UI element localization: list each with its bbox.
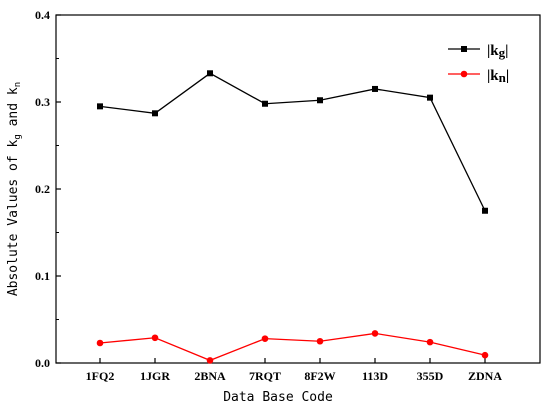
x-tick-label: ZDNA <box>468 369 502 383</box>
y-tick-label: 0.1 <box>35 269 50 283</box>
data-point-kn <box>151 334 159 342</box>
x-tick-label: 2BNA <box>194 369 226 383</box>
data-point-kg <box>372 85 378 92</box>
data-point-kg <box>482 207 488 214</box>
x-tick-label: 113D <box>362 369 388 383</box>
data-point-kg <box>317 97 323 104</box>
legend-kn-label: |kn| <box>487 68 509 85</box>
series-line-0 <box>99 72 486 212</box>
data-point-kn <box>206 357 214 364</box>
data-point-kn <box>96 339 104 347</box>
y-tick-label: 0.3 <box>35 95 50 109</box>
legend: |kg| |kn| <box>448 43 509 85</box>
x-tick-label: 355D <box>417 369 444 383</box>
x-tick-label: 1JGR <box>140 369 170 383</box>
data-point-kg <box>97 103 103 110</box>
x-axis-label: Data Base Code <box>223 390 333 405</box>
data-point-kg <box>427 94 433 101</box>
data-point-kg <box>207 70 213 77</box>
x-axis: 1FQ2 1JGR 2BNA 7RQT 8F2W 113D 355D ZDNA <box>86 358 502 383</box>
series-layer <box>96 70 489 364</box>
data-point-kg <box>152 110 158 117</box>
data-point-kn <box>481 351 489 359</box>
legend-kn-marker <box>460 70 468 78</box>
x-tick-label: 7RQT <box>249 369 281 383</box>
y-tick-label: 0.0 <box>35 356 50 370</box>
data-point-kn <box>426 338 434 346</box>
legend-kg-label: |kg| <box>487 43 508 60</box>
y-axis-label: Absolute Values of kg and kn <box>6 82 23 296</box>
series-line-1 <box>99 332 486 362</box>
y-tick-label: 0.2 <box>35 182 50 196</box>
plot-frame <box>55 14 541 364</box>
x-tick-label: 8F2W <box>304 369 335 383</box>
data-point-kg <box>262 100 268 107</box>
legend-kg-marker <box>461 46 467 52</box>
data-point-kn <box>316 337 324 345</box>
y-axis: 0.0 0.1 0.2 0.3 0.4 <box>35 8 61 370</box>
data-point-kn <box>261 335 269 342</box>
x-tick-label: 1FQ2 <box>86 369 115 383</box>
y-tick-label: 0.4 <box>35 8 50 22</box>
data-point-kn <box>371 330 379 337</box>
